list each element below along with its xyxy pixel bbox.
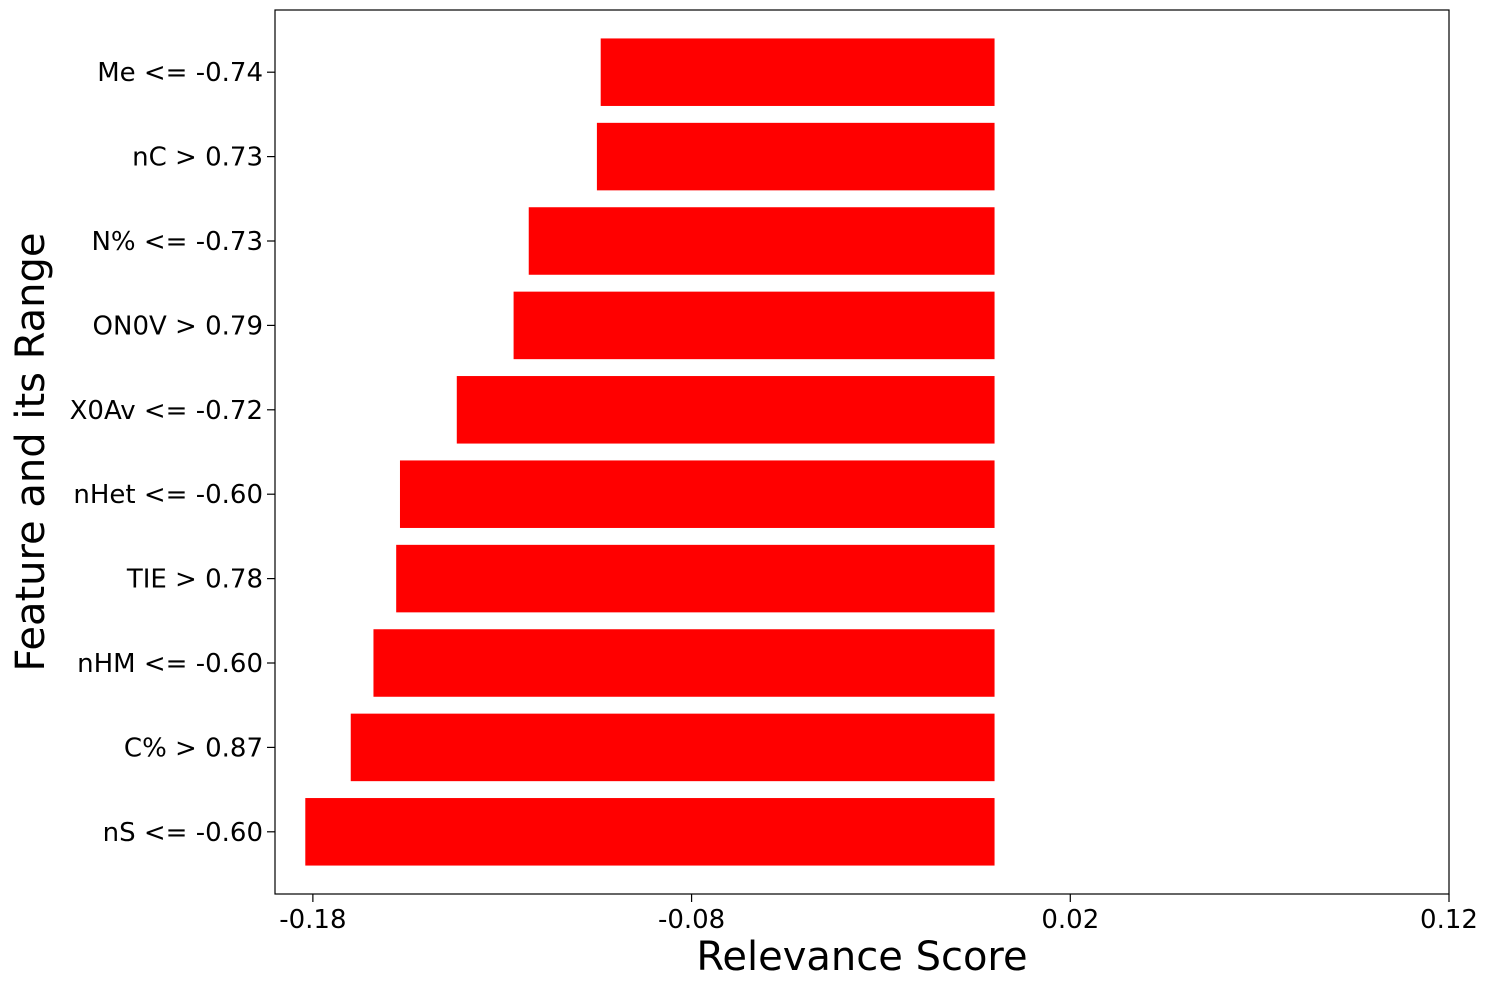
y-tick-label: nS <= -0.60 (103, 818, 263, 848)
x-axis-ticks: -0.18 -0.08 0.02 0.12 (279, 894, 1478, 935)
y-axis-ticks: Me <= -0.74 nC > 0.73 N% <= -0.73 ON0V > 0.… (70, 58, 275, 848)
x-tick-label: 0.02 (1041, 905, 1099, 935)
bar (600, 38, 995, 106)
bar (513, 291, 995, 360)
y-tick-label: nHet <= -0.60 (73, 480, 263, 510)
y-axis-title: Feature and its Range (8, 233, 54, 672)
y-tick-label: ON0V > 0.79 (93, 311, 263, 341)
y-tick-label: X0Av <= -0.72 (70, 396, 263, 426)
bars-group (305, 38, 995, 866)
y-tick-label: C% > 0.87 (124, 733, 263, 763)
bar (350, 713, 995, 782)
plot-frame (274, 9, 1450, 895)
bar (596, 122, 995, 191)
y-tick-label: nC > 0.73 (132, 143, 263, 173)
bar (399, 460, 995, 528)
x-axis-title: Relevance Score (696, 934, 1027, 980)
y-tick-label: Me <= -0.74 (97, 58, 263, 88)
bar (373, 629, 995, 697)
bar (396, 544, 995, 613)
bar (528, 207, 995, 275)
y-tick-label: nHM <= -0.60 (77, 649, 263, 679)
y-tick-label: TIE > 0.78 (126, 565, 263, 595)
bar (305, 798, 995, 866)
x-tick-label: -0.18 (279, 905, 346, 935)
bar (456, 376, 995, 444)
y-tick-label: N% <= -0.73 (91, 227, 263, 257)
x-tick-label: -0.08 (658, 905, 725, 935)
x-tick-label: 0.12 (1420, 905, 1478, 935)
